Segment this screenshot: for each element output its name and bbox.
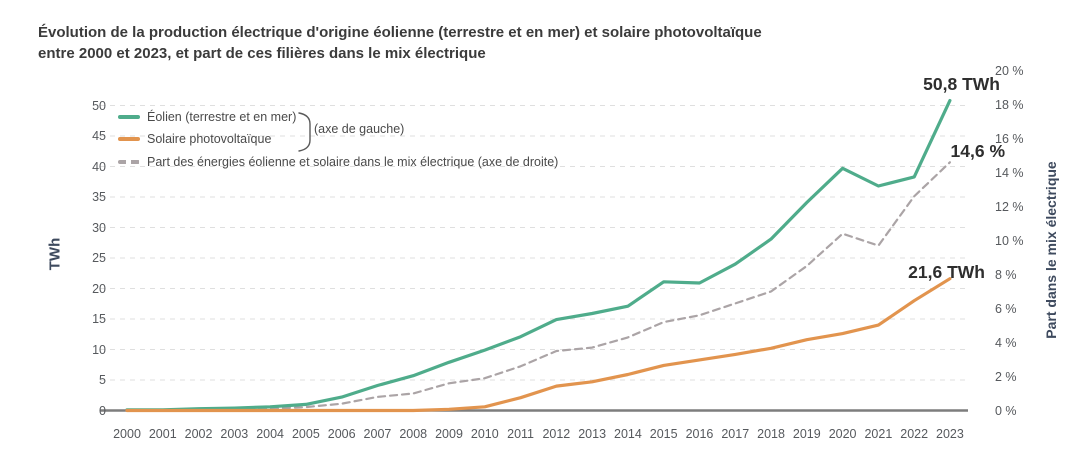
x-axis-tick-year: 2009 (435, 427, 463, 441)
y-axis-right-tick: 20 % (995, 63, 1024, 78)
legend-label-part: Part des énergies éolienne et solaire da… (147, 155, 559, 169)
series-line-solaire (125, 277, 952, 413)
eolien-end-value-label: 50,8 TWh (923, 74, 1000, 94)
x-axis-tick-year: 2021 (864, 427, 893, 441)
solaire-line-swatch-icon (118, 137, 140, 141)
x-axis-tick-year: 2023 (936, 427, 964, 441)
y-axis-left-tick: 35 (92, 190, 106, 204)
x-axis-tick-year: 2016 (685, 427, 714, 441)
y-axis-left-tick: 25 (92, 251, 106, 265)
x-axis-tick-year: 2004 (256, 427, 285, 441)
legend-item-part: Part des énergies éolienne et solaire da… (118, 155, 558, 169)
y-axis-right-tick: 8 % (995, 267, 1017, 282)
x-axis-tick-year: 2002 (184, 427, 213, 441)
y-axis-left-tick: 15 (92, 312, 106, 326)
x-axis-tick-year: 2010 (470, 427, 499, 441)
x-axis-tick-year: 2019 (792, 427, 821, 441)
legend-item-eolien: Éolien (terrestre et en mer) (118, 110, 296, 124)
y-axis-left-tick: 45 (92, 129, 106, 143)
x-axis-tick-year: 2007 (363, 427, 392, 441)
y-axis-right-tick: 18 % (995, 97, 1024, 112)
x-axis-tick-year: 2006 (327, 427, 356, 441)
y-axis-left-tick: 50 (92, 98, 106, 113)
y-axis-right-tick: 2 % (995, 369, 1017, 384)
chart-legend: Éolien (terrestre et en mer) Solaire pho… (118, 110, 698, 180)
x-axis-tick-year: 2017 (721, 427, 750, 441)
x-axis-tick-year: 2022 (900, 427, 929, 441)
solaire-end-value-label: 21,6 TWh (908, 262, 985, 282)
series-line-eolien (125, 98, 952, 412)
left-axis-group-bracket-icon (298, 112, 311, 152)
y-axis-left-tick: 5 (99, 373, 106, 387)
x-axis-tick-year: 2018 (757, 427, 785, 441)
x-axis-tick-year: 2012 (542, 427, 571, 441)
y-axis-right-tick: 0 % (995, 403, 1017, 418)
y-axis-right-tick: 14 % (995, 165, 1024, 180)
y-axis-left-tick: 20 (92, 281, 106, 296)
eolien-line-swatch-icon (118, 115, 140, 119)
y-axis-left-tick: 40 (92, 159, 106, 174)
y-axis-right-tick: 12 % (995, 199, 1024, 214)
x-axis-tick-year: 2001 (148, 427, 177, 441)
x-axis-tick-year: 2015 (649, 427, 678, 441)
y-axis-left-tick: 30 (92, 220, 106, 235)
y-axis-right-tick: 10 % (995, 233, 1024, 248)
legend-item-solaire: Solaire photovoltaïque (118, 132, 271, 146)
part-dashed-line-swatch-icon (118, 160, 140, 164)
x-axis-tick-year: 2005 (291, 427, 320, 441)
chart-title-line1: Évolution de la production électrique d'… (38, 24, 762, 41)
gridlines (100, 105, 968, 381)
x-axis-tick-year: 2008 (399, 427, 428, 441)
chart-title-line2: entre 2000 et 2023, et part de ces filiè… (38, 45, 486, 62)
y-axis-right-tick: 6 % (995, 301, 1017, 316)
y-axis-right-title: Part dans le mix électrique (1043, 161, 1059, 339)
y-axis-left-tick: 10 (92, 342, 106, 357)
y-axis-left-tick: 0 (99, 403, 106, 418)
y-axis-left-title: TWh (46, 237, 64, 271)
x-axis-tick-year: 2003 (220, 427, 249, 441)
legend-label-solaire: Solaire photovoltaïque (147, 132, 272, 146)
part-end-value-label: 14,6 % (950, 141, 1005, 161)
series-line-part (125, 161, 952, 412)
y-axis-right-tick: 16 % (995, 131, 1024, 146)
x-axis-tick-year: 2000 (113, 427, 141, 441)
chart-series-lines (125, 98, 952, 413)
chart-title: Évolution de la production électrique d'… (38, 22, 762, 64)
x-axis-tick-year: 2013 (578, 427, 607, 441)
legend-label-eolien: Éolien (terrestre et en mer) (147, 110, 297, 124)
x-axis-tick-year: 2014 (614, 427, 642, 441)
y-axis-right-tick: 4 % (995, 335, 1017, 350)
x-axis-tick-year: 2011 (507, 427, 535, 441)
legend-axe-gauche-note: (axe de gauche) (314, 122, 405, 136)
x-axis-tick-year: 2020 (828, 427, 857, 441)
